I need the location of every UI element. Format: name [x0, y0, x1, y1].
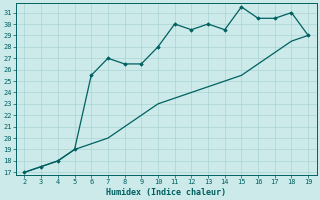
X-axis label: Humidex (Indice chaleur): Humidex (Indice chaleur): [106, 188, 226, 197]
